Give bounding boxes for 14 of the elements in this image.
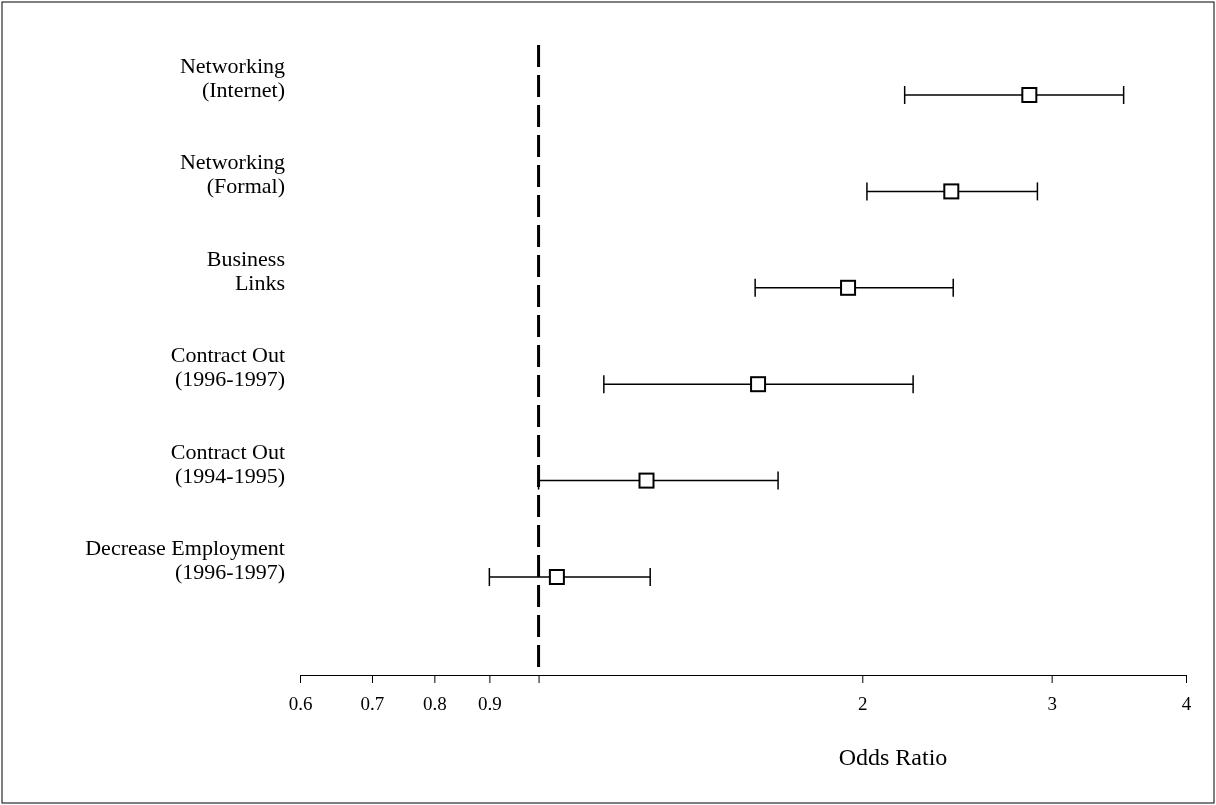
y-tick-label: Contract Out (1996-1997)	[170, 342, 285, 392]
x-tick-label: 0.8	[422, 693, 447, 715]
y-tick-label: Networking (Internet)	[179, 53, 285, 102]
y-tick-label: Networking (Formal)	[179, 149, 285, 199]
x-tick-label: 0.7	[360, 693, 385, 715]
y-tick-label: Decrease Employment (1996-1997)	[85, 535, 285, 584]
x-axis-title: Odds Ratio	[838, 744, 948, 770]
y-tick-label: Business Links	[206, 245, 285, 295]
y-tick-label: Contract Out (1994-1995)	[170, 438, 285, 488]
x-tick-label: 3	[1047, 693, 1057, 715]
x-tick-label: 4	[1181, 693, 1192, 715]
x-tick-label: 0.6	[288, 693, 313, 715]
x-tick-label: 0.9	[477, 693, 502, 715]
x-tick-label: 2	[858, 693, 868, 715]
